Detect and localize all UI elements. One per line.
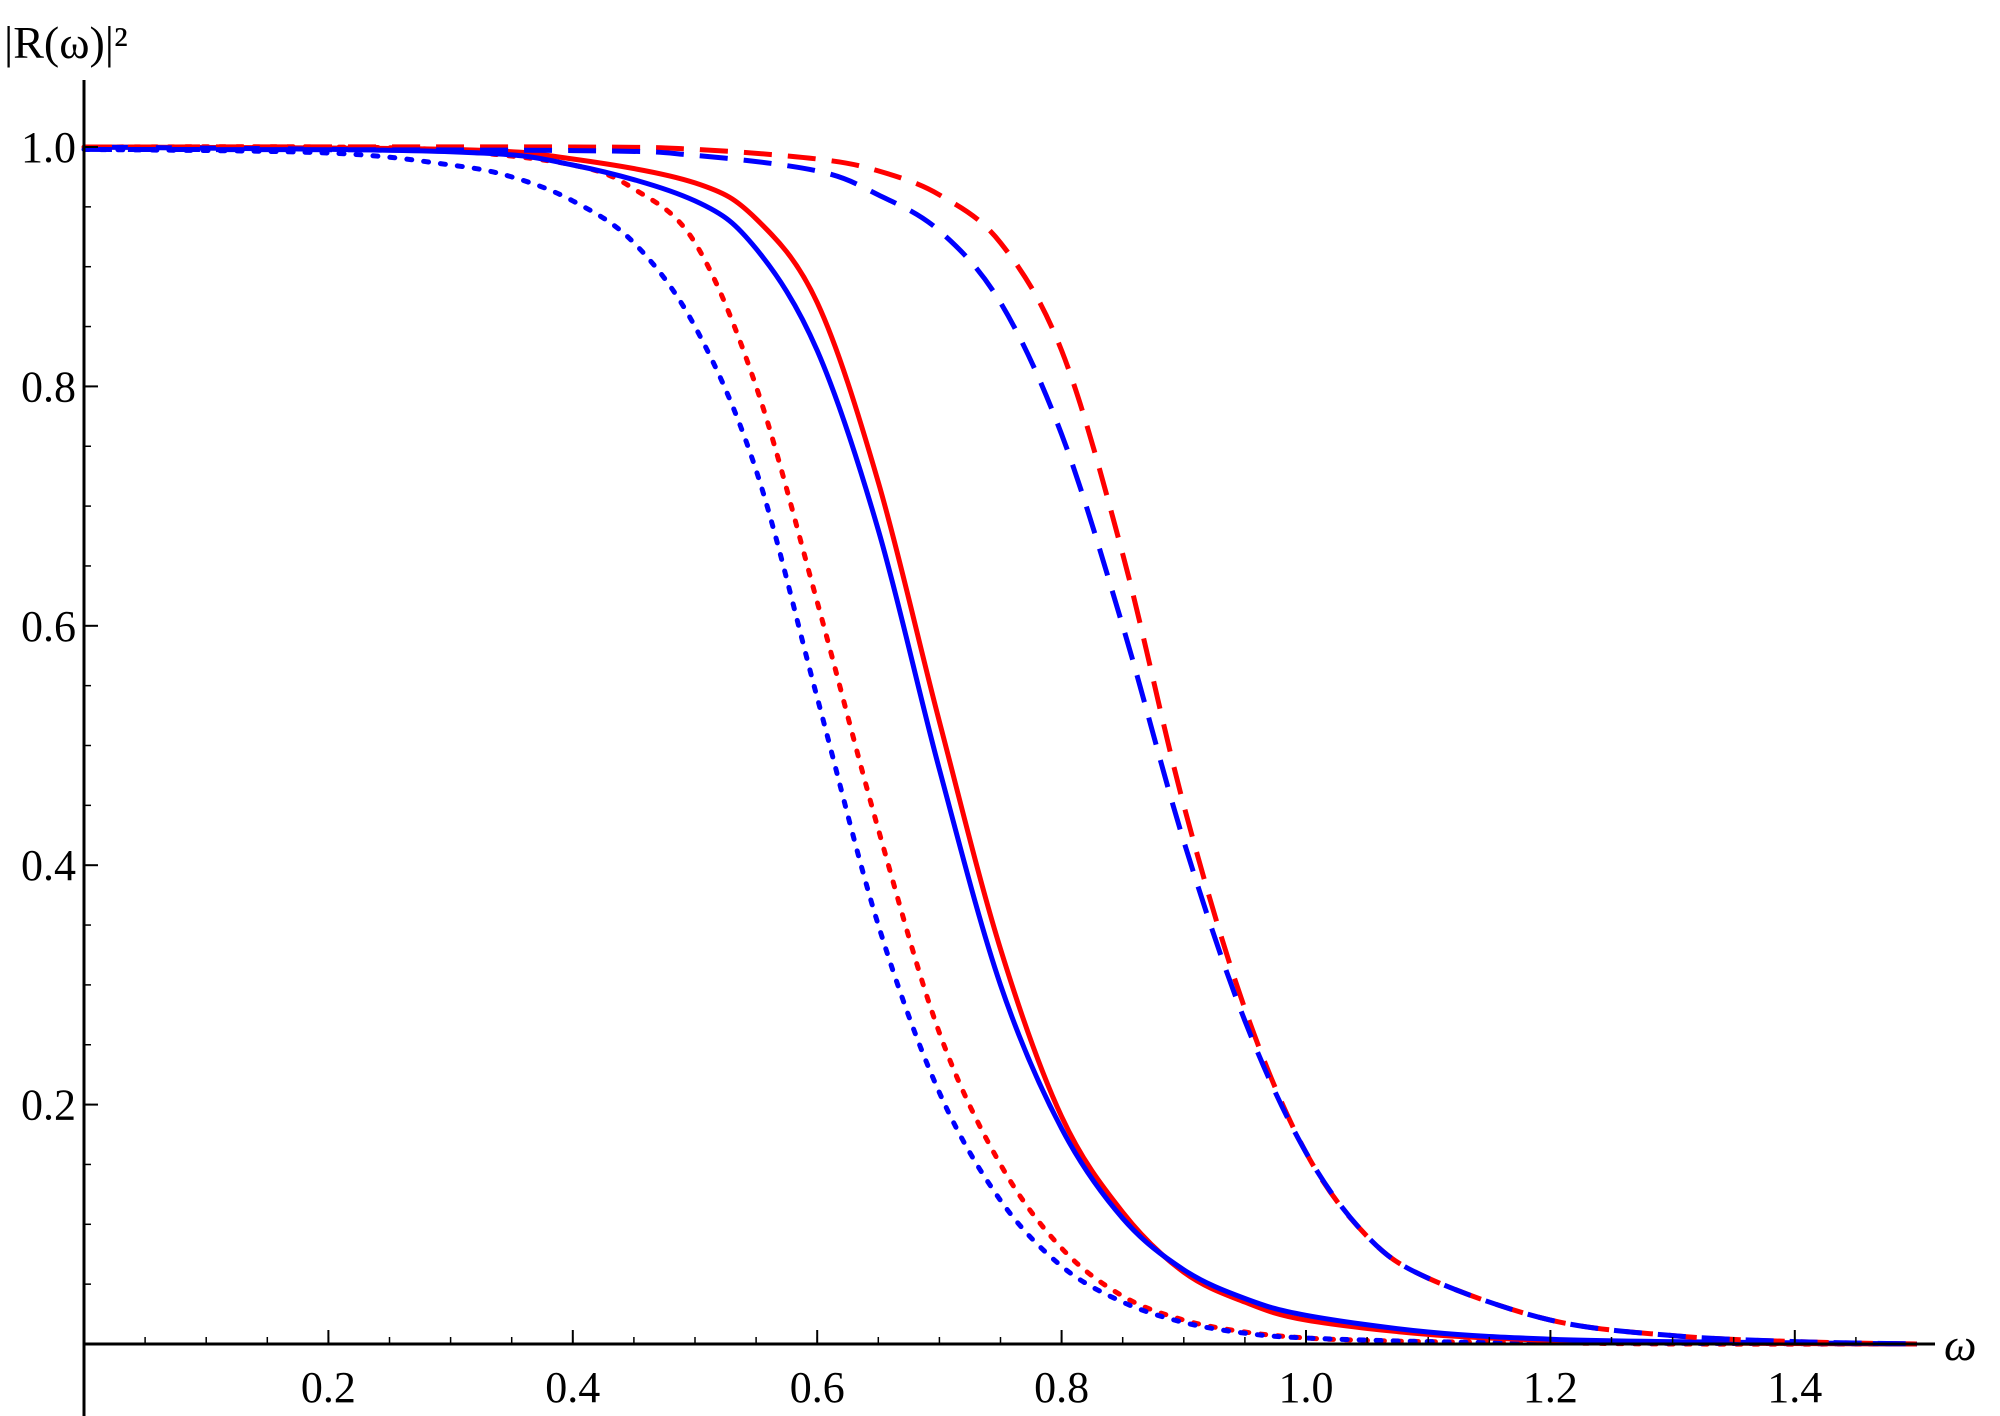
x-axis-title: ω (1944, 1319, 1976, 1370)
x-tick-label: 1.4 (1767, 1363, 1822, 1412)
ticks-layer: 0.2 0.4 0.6 0.8 1.0 1.2 1.4 0.2 0.4 0.6 0.8 1.0 (21, 123, 1857, 1412)
x-tick-label: 0.4 (545, 1363, 600, 1412)
x-tick-label: 1.0 (1279, 1363, 1334, 1412)
y-axis-title: |R(ω)|² (4, 17, 128, 68)
curves-layer (81, 144, 1920, 1347)
series-line-red-dotted (81, 144, 1920, 1347)
series-line-blue-solid (83, 144, 1918, 1347)
series-line-blue-dotted (81, 146, 1920, 1347)
axes-layer (82, 80, 1935, 1416)
series-line-blue-dashed (83, 146, 1918, 1347)
y-tick-label: 0.4 (21, 841, 76, 890)
x-tick-label: 0.8 (1034, 1363, 1089, 1412)
x-tick-label: 1.2 (1523, 1363, 1578, 1412)
y-tick-label: 0.8 (21, 362, 76, 411)
series-line-red-solid (83, 144, 1918, 1347)
y-tick-label: 0.2 (21, 1081, 76, 1130)
series-line-red-dashed (83, 144, 1918, 1347)
x-tick-label: 0.2 (301, 1363, 356, 1412)
y-tick-label: 1.0 (21, 123, 76, 172)
y-tick-label: 0.6 (21, 602, 76, 651)
x-tick-label: 0.6 (790, 1363, 845, 1412)
